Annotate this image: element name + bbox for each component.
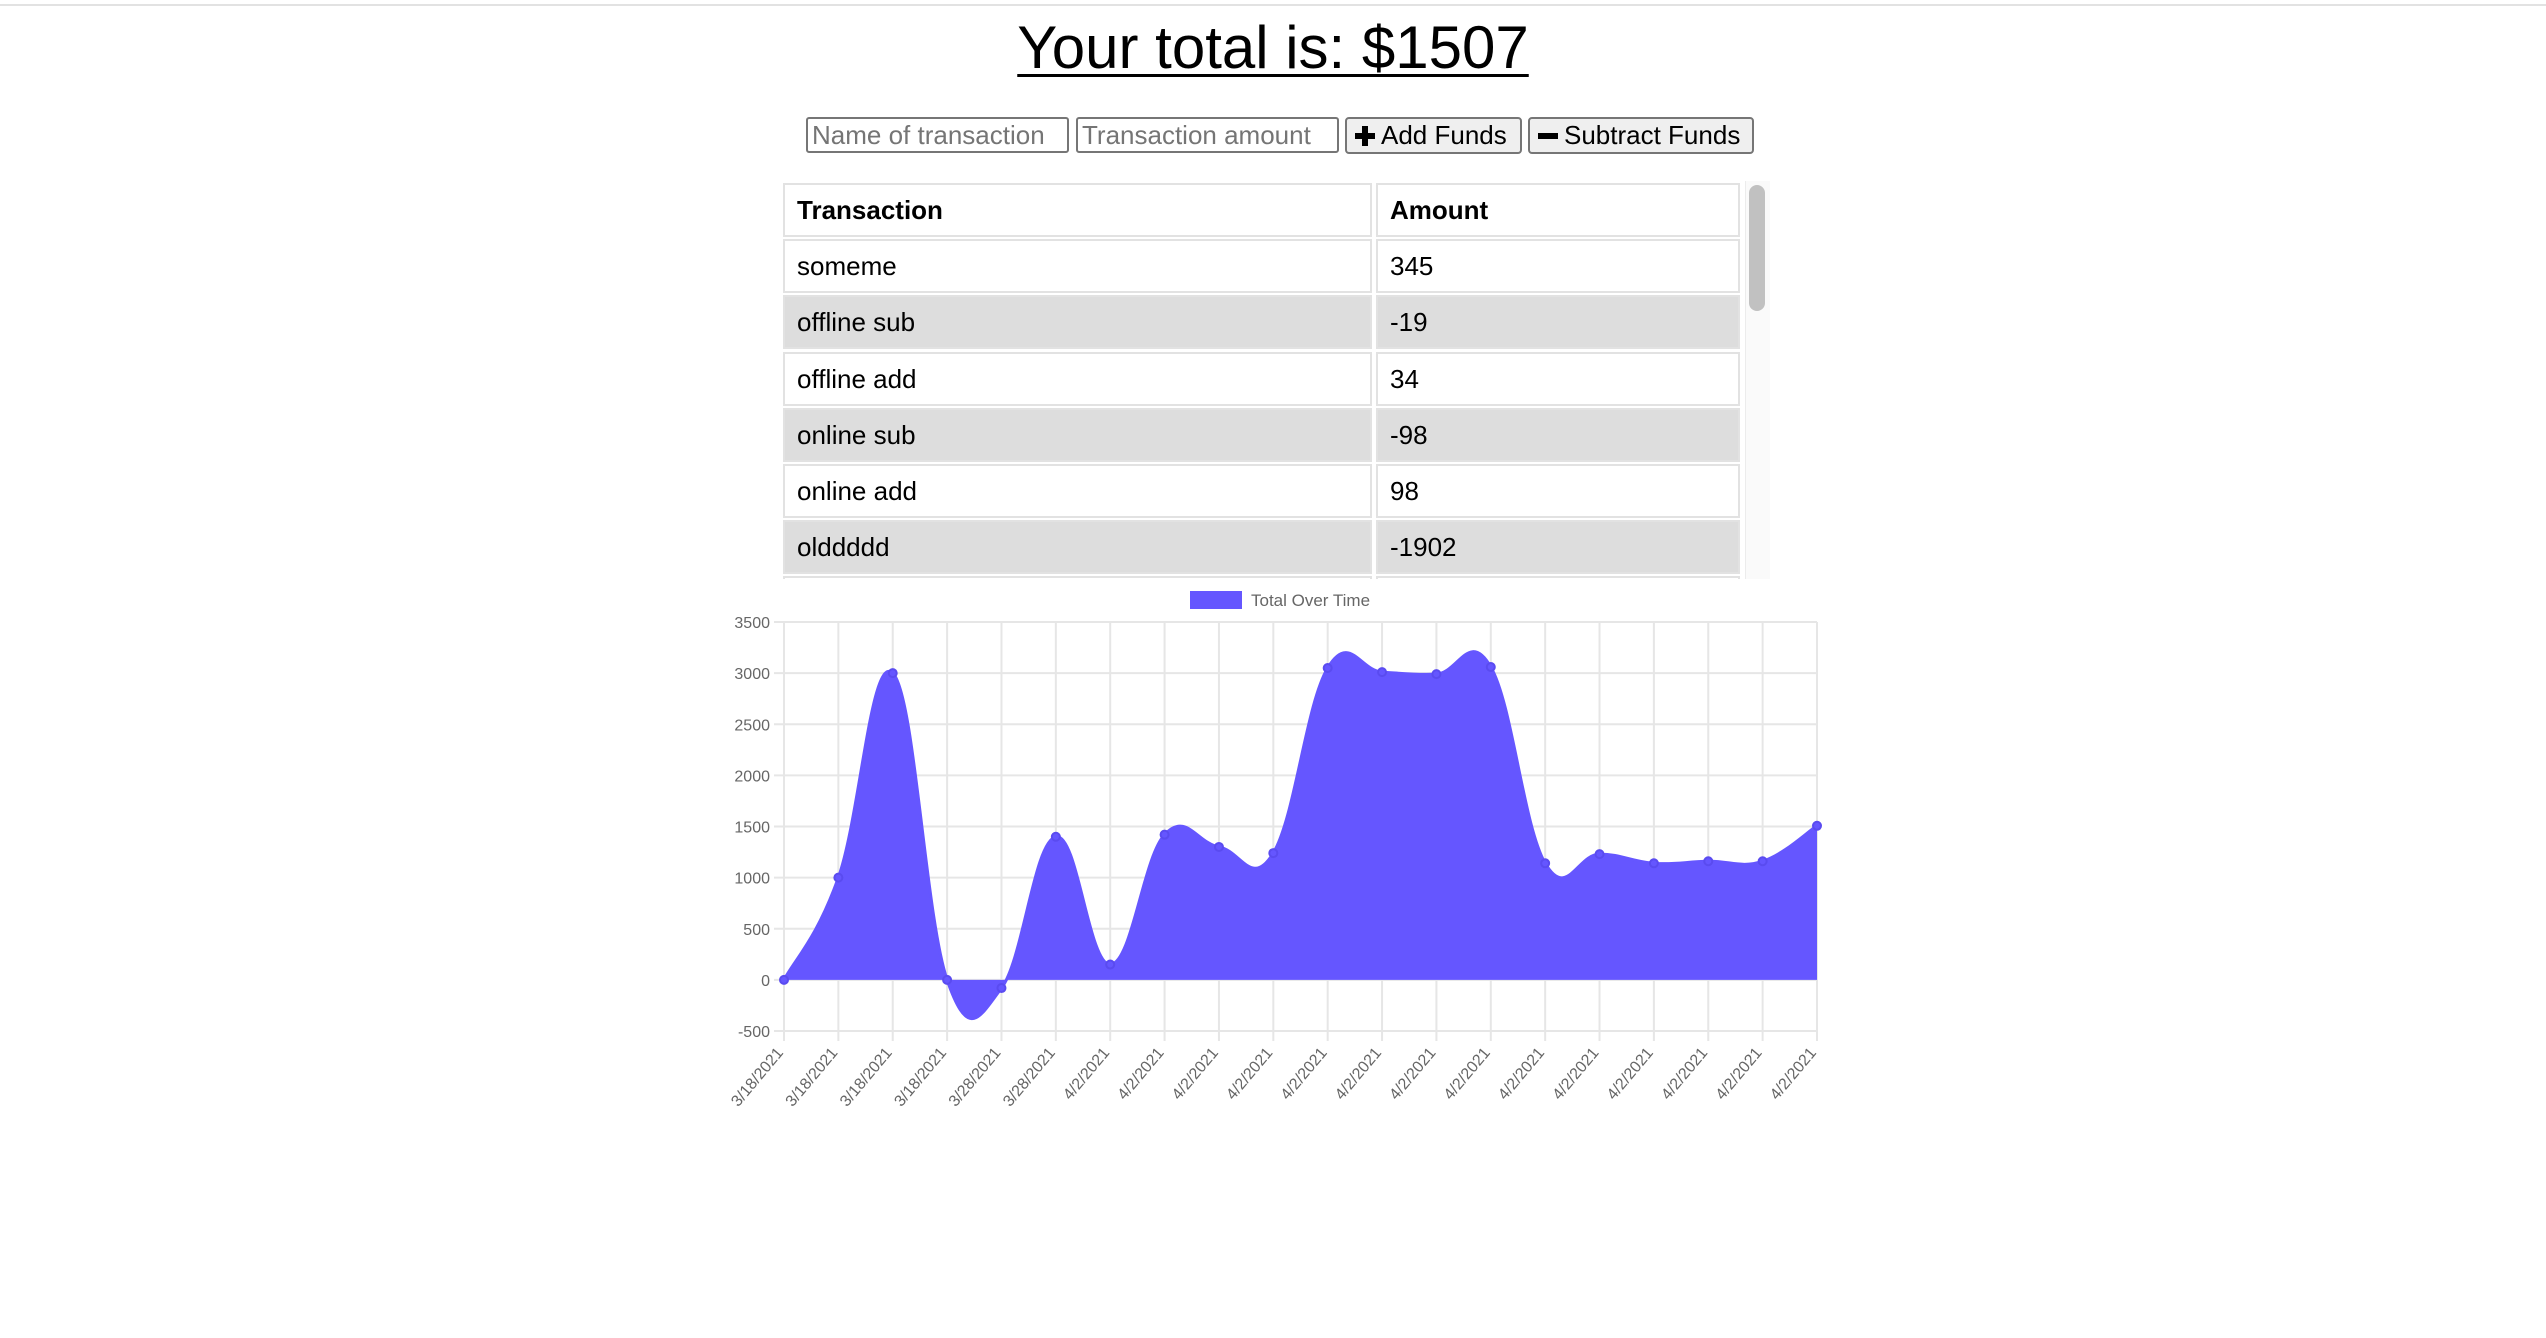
x-tick-label: 4/2/2021 [1278, 1045, 1331, 1104]
data-point [1105, 959, 1116, 970]
subtract-funds-button[interactable]: Subtract Funds [1528, 117, 1754, 154]
page-title: Your total is: $1507 [0, 6, 2546, 90]
transaction-amount-cell: 345 [1376, 239, 1740, 294]
transaction-amount-cell: -1902 [1376, 520, 1740, 575]
transaction-name-cell: online add [783, 464, 1372, 518]
transaction-amount-input[interactable] [1076, 117, 1339, 153]
x-tick-label: 4/2/2021 [1060, 1045, 1113, 1104]
y-tick-label: 3500 [734, 615, 770, 632]
y-tick-label: 1000 [734, 871, 770, 888]
x-tick-label: 3/18/2021 [891, 1045, 950, 1111]
y-tick-label: 3000 [734, 666, 770, 683]
x-tick-label: 3/18/2021 [837, 1045, 896, 1111]
data-point [1703, 856, 1714, 867]
transaction-amount-cell: 98 [1376, 464, 1740, 518]
data-point [1812, 820, 1822, 831]
y-tick-label: 1500 [734, 820, 770, 837]
x-tick-label: 3/18/2021 [783, 1045, 842, 1111]
y-tick-label: 0 [761, 973, 770, 990]
y-tick-label: 2500 [734, 717, 770, 734]
data-point [1322, 663, 1333, 674]
data-point [833, 872, 844, 883]
data-point [942, 974, 953, 985]
x-tick-label: 3/28/2021 [946, 1045, 1005, 1111]
x-tick-label: 4/2/2021 [1550, 1045, 1603, 1104]
x-tick-label: 4/2/2021 [1767, 1045, 1820, 1104]
data-point [1485, 661, 1496, 672]
add-funds-button[interactable]: Add Funds [1345, 117, 1522, 154]
data-point [779, 974, 789, 985]
column-header-transaction: Transaction [783, 183, 1372, 237]
x-tick-label: 4/2/2021 [1115, 1045, 1168, 1104]
data-point [1159, 829, 1170, 840]
transaction-name-cell: someme [783, 239, 1372, 294]
legend-label: Total Over Time [1251, 591, 1370, 610]
data-point [1050, 831, 1061, 842]
data-point [996, 983, 1007, 994]
transaction-amount-cell: 34 [1376, 351, 1740, 406]
table-row-partial [783, 576, 1372, 579]
x-tick-label: 4/2/2021 [1658, 1045, 1711, 1104]
transaction-name-cell: olddddd [783, 520, 1372, 575]
x-tick-label: 4/2/2021 [1604, 1045, 1657, 1104]
data-point [1377, 667, 1388, 678]
series-line-total-over-time [782, 650, 1818, 1020]
data-point [887, 668, 898, 679]
add-funds-label: Add Funds [1381, 120, 1507, 150]
transaction-amount-cell: -19 [1376, 295, 1740, 350]
transaction-name-input[interactable] [806, 117, 1069, 153]
x-tick-label: 4/2/2021 [1386, 1045, 1439, 1104]
table-row-partial [1376, 576, 1740, 579]
x-tick-label: 4/2/2021 [1495, 1045, 1548, 1104]
x-tick-label: 3/28/2021 [1000, 1045, 1059, 1111]
data-point [1431, 669, 1442, 680]
subtract-funds-label: Subtract Funds [1564, 120, 1741, 150]
y-tick-label: -500 [738, 1024, 770, 1041]
x-tick-label: 3/18/2021 [728, 1045, 787, 1111]
transaction-name-cell: offline sub [783, 295, 1372, 350]
data-point [1648, 858, 1659, 869]
top-divider [0, 4, 2546, 6]
x-tick-label: 4/2/2021 [1332, 1045, 1385, 1104]
transaction-name-cell: online sub [783, 407, 1372, 462]
data-point [1757, 856, 1768, 867]
x-tick-label: 4/2/2021 [1223, 1045, 1276, 1104]
transaction-amount-cell: -98 [1376, 407, 1740, 462]
table-scrollbar-thumb[interactable] [1749, 185, 1765, 311]
y-tick-label: 2000 [734, 768, 770, 785]
y-tick-label: 500 [743, 922, 770, 939]
column-header-amount: Amount [1376, 183, 1740, 237]
data-point [1213, 841, 1224, 852]
transactions-table-container[interactable]: Transaction Amount someme 345 offline sub -19… [781, 181, 1771, 579]
data-point [1268, 848, 1279, 859]
x-tick-label: 4/2/2021 [1713, 1045, 1766, 1104]
minus-icon [1538, 126, 1558, 146]
legend-swatch [1190, 591, 1242, 609]
total-text: Your total is: $1507 [1017, 14, 1529, 81]
data-point [1540, 858, 1551, 869]
x-tick-label: 4/2/2021 [1441, 1045, 1494, 1104]
plus-icon [1355, 125, 1375, 146]
data-point [1594, 849, 1605, 860]
series-area-total-over-time [784, 651, 1817, 1019]
transaction-name-cell: offline add [783, 351, 1372, 406]
x-tick-label: 4/2/2021 [1169, 1045, 1222, 1104]
